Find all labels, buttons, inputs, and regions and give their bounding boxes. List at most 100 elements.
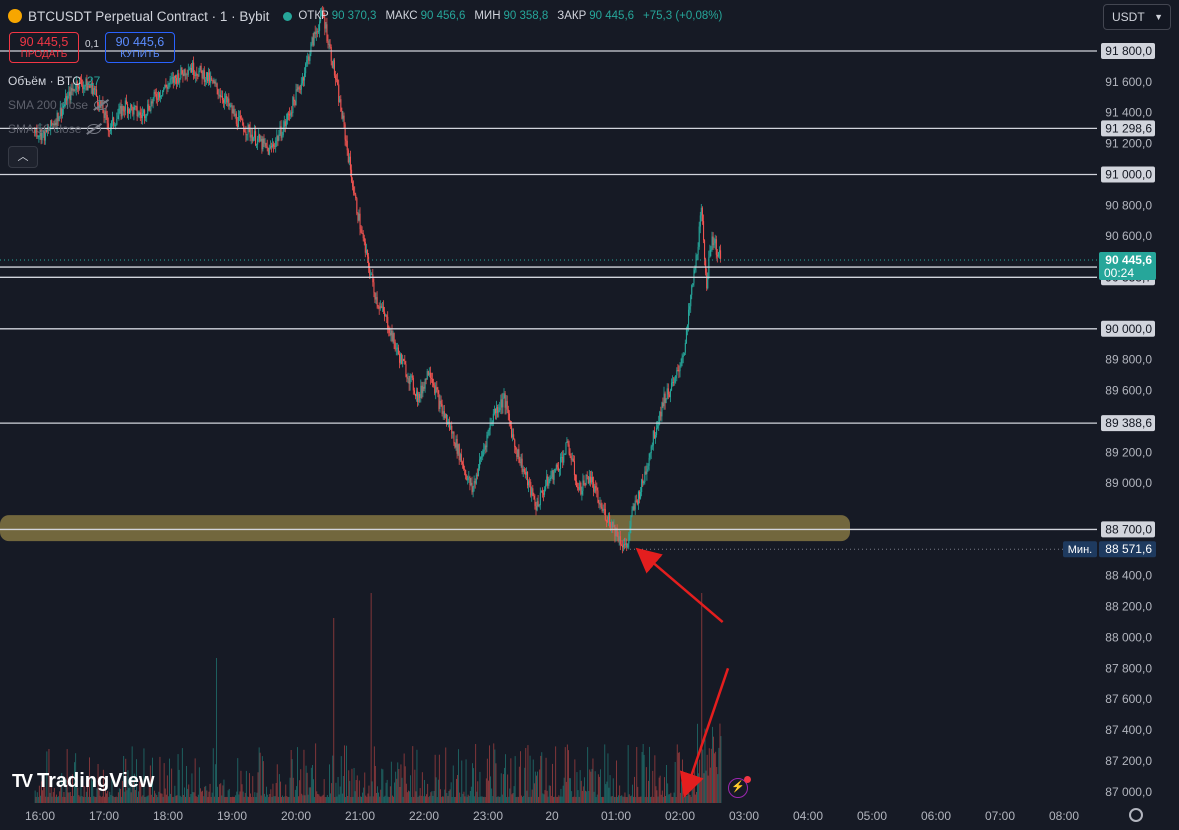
volume-bar [509,788,511,803]
volume-bar [432,795,434,803]
candle-body [597,490,599,503]
volume-bar [225,796,227,803]
volume-bar [604,744,606,803]
volume-bar [573,796,575,803]
candle-body [271,146,273,148]
candle-body [544,489,546,495]
volume-bar [714,753,715,803]
volume-bar [486,758,488,803]
volume-bar [49,792,51,803]
candle-body [224,98,226,103]
volume-bar [414,769,416,803]
candle-body [451,426,453,434]
candle-body [511,426,513,438]
candle-body [234,113,236,117]
volume-bar [36,792,38,803]
collapse-legend-button[interactable]: ︿ [8,146,38,168]
candle-body [329,44,331,47]
candle-body [405,364,407,377]
volume-bar [696,792,697,803]
candle-body [105,111,107,116]
candle-body [644,471,646,482]
volume-bar [96,788,98,803]
candle-body [518,449,520,463]
logo-text: TradingView [37,770,155,792]
candle-body [55,122,57,126]
buy-button[interactable]: 90 445,6 КУПИТЬ [104,32,175,63]
sell-button[interactable]: 90 445,5 ПРОДАТЬ [9,32,79,63]
volume-bar [526,790,528,803]
volume-bar [650,797,651,803]
candle-body [674,378,676,383]
candle-body [109,128,111,132]
candle-body [595,486,597,488]
candle-body [598,502,600,505]
candle-body [342,115,344,119]
flash-icon[interactable]: ⚡ [728,776,751,798]
volume-bar [443,796,445,803]
hidden-eye-icon[interactable] [87,124,102,134]
candle-body [618,536,620,541]
candle-body [570,456,572,460]
candle-body [233,109,235,117]
volume-bar [651,796,653,803]
candle-body [521,458,523,472]
volume-bar [654,755,656,803]
candle-body [551,470,553,477]
candle-body [378,306,380,309]
volume-bar [158,791,160,803]
volume-bar [365,795,367,803]
candle-body [370,274,372,276]
candle-body [213,81,215,83]
candle-body [180,67,182,78]
candle-body [341,111,343,119]
volume-bar [485,778,487,803]
volume-bar [510,758,512,803]
volume-bar [131,746,133,803]
volume-bar [310,767,312,803]
candle-body [399,354,401,363]
candle-body [147,104,149,114]
volume-bar [576,772,578,803]
volume-bar [457,775,458,803]
candle-body [411,375,413,378]
candle-body [365,250,367,253]
candle-body [635,500,637,502]
volume-bar [340,756,342,803]
candle-body [161,95,163,97]
candle-body [181,67,183,74]
candle-body [429,372,431,378]
volume-bar [479,771,481,803]
candle-body [296,89,298,91]
time-tick-label: 01:00 [601,809,631,823]
volume-legend[interactable]: Объём · BTC 27 [8,74,100,88]
symbol-title[interactable]: BTCUSDT Perpetual Contract · 1 · Bybit [28,8,270,24]
candle-body [65,96,67,104]
candle-body [517,449,519,457]
volume-bar [57,797,58,803]
candle-body [615,528,617,537]
sma50-legend[interactable]: SMA 50 close [8,122,102,136]
volume-bar [701,593,703,803]
hidden-eye-icon[interactable] [94,100,109,110]
candle-body [330,47,332,62]
volume-bar [697,723,698,803]
volume-bar [112,795,114,803]
sma200-label: SMA 200 close [8,98,89,112]
volume-bar [643,754,645,803]
volume-bar [74,762,75,803]
volume-bar [699,759,701,803]
currency-selector[interactable]: USDT ▼ [1103,4,1171,30]
volume-bar [720,736,722,803]
volume-bar [556,796,558,803]
candle-body [108,130,110,132]
candle-body [188,69,190,71]
candle-body [351,169,353,182]
candle-body [131,104,133,108]
candle-body [358,213,360,221]
candle-body [709,250,711,258]
gear-icon[interactable] [1129,808,1143,822]
sma200-legend[interactable]: SMA 200 close [8,98,109,112]
candle-body [209,72,211,83]
